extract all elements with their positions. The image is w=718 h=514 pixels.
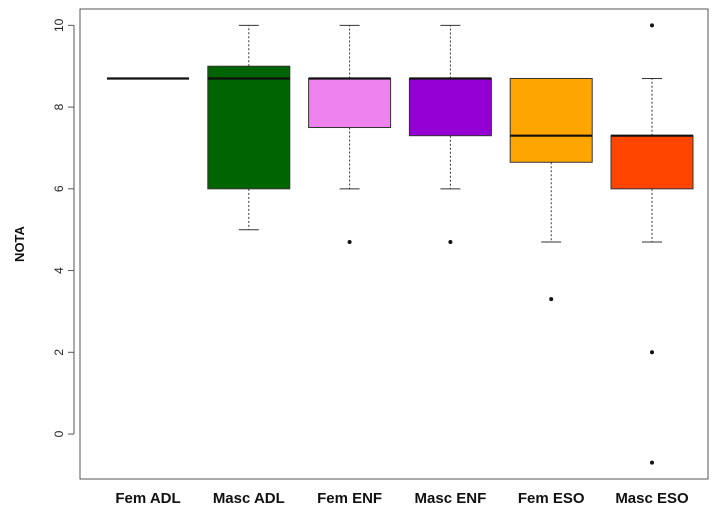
outlier-point xyxy=(650,350,654,355)
box-body xyxy=(509,77,593,163)
y-tick-label: 10 xyxy=(52,18,66,32)
box-body xyxy=(308,77,392,129)
plot-frame xyxy=(79,8,709,480)
box-body xyxy=(610,135,694,190)
box-fem-eso xyxy=(509,77,593,302)
box-masc-adl xyxy=(207,24,291,231)
outlier-point xyxy=(448,239,453,244)
y-axis-title: NOTA xyxy=(12,225,27,261)
x-category-label: Fem ADL xyxy=(115,490,180,507)
outlier-point xyxy=(650,460,654,465)
outlier-point xyxy=(650,23,654,28)
outlier-point xyxy=(347,239,352,244)
y-tick-label: 8 xyxy=(52,103,66,110)
x-axis-labels: Fem ADL Masc ADL Fem ENF Masc ENF Fem ESO Mas… xyxy=(115,490,689,507)
x-category-label: Fem ESO xyxy=(518,490,585,507)
x-category-label: Masc ENF xyxy=(415,490,487,507)
box-masc-enf xyxy=(408,24,492,244)
box-fem-enf xyxy=(308,24,392,244)
y-tick-label: 6 xyxy=(52,185,66,192)
box-body xyxy=(408,77,492,137)
y-tick-label: 4 xyxy=(52,267,66,274)
x-category-label: Fem ENF xyxy=(317,490,382,507)
box-masc-eso xyxy=(610,23,694,465)
boxes-group xyxy=(107,23,694,465)
y-tick-label: 0 xyxy=(52,430,66,437)
outlier-point xyxy=(549,297,554,302)
box-body xyxy=(207,65,291,190)
y-tick-label: 2 xyxy=(52,349,66,356)
x-category-label: Masc ESO xyxy=(615,490,689,507)
x-category-label: Masc ADL xyxy=(213,490,285,507)
y-axis: 0 2 4 6 8 10 xyxy=(52,18,75,437)
